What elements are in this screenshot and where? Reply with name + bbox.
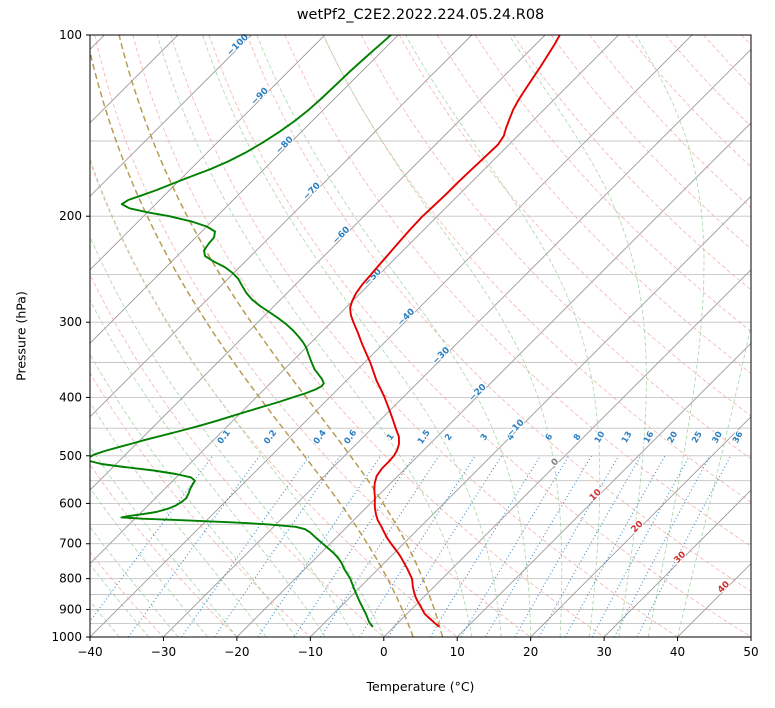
svg-text:600: 600 <box>59 496 82 510</box>
isobar-gridlines <box>90 35 751 637</box>
svg-text:30: 30 <box>711 430 725 445</box>
y-axis-ticks: 100 200 300 400 500 600 700 800 900 1000 <box>51 28 90 644</box>
moist-adiabat-lines <box>90 35 751 637</box>
svg-text:800: 800 <box>59 572 82 586</box>
x-axis-ticks: −40 −30 −20 −10 0 10 20 30 40 50 <box>77 637 759 659</box>
svg-text:0: 0 <box>380 645 388 659</box>
svg-text:−30: −30 <box>151 645 176 659</box>
svg-text:−50: −50 <box>363 267 384 288</box>
svg-text:500: 500 <box>59 449 82 463</box>
svg-text:0.1: 0.1 <box>216 428 233 446</box>
svg-text:300: 300 <box>59 315 82 329</box>
svg-text:13: 13 <box>620 430 635 445</box>
svg-text:0: 0 <box>550 457 562 469</box>
mixing-ratio-labels: 0.1 0.2 0.4 0.6 1 1.5 2 3 4 6 8 10 13 16 20 25 30 36 <box>215 427 747 447</box>
svg-text:−100: −100 <box>225 33 251 59</box>
svg-text:100: 100 <box>59 28 82 42</box>
svg-text:−80: −80 <box>274 135 295 156</box>
svg-text:−40: −40 <box>396 307 417 328</box>
svg-text:900: 900 <box>59 602 82 616</box>
dewpoint-curve <box>90 35 392 628</box>
svg-text:40: 40 <box>716 580 732 596</box>
svg-text:36: 36 <box>731 430 745 445</box>
svg-text:10: 10 <box>593 430 608 445</box>
svg-text:10: 10 <box>588 488 604 504</box>
svg-text:−10: −10 <box>298 645 323 659</box>
svg-text:200: 200 <box>59 209 82 223</box>
svg-text:400: 400 <box>59 390 82 404</box>
svg-text:3: 3 <box>479 432 491 442</box>
svg-text:30: 30 <box>672 550 688 566</box>
dry-adiabat-lines <box>90 35 751 637</box>
chart-title: wetPf2_C2E2.2022.224.05.24.R08 <box>296 7 545 23</box>
svg-text:−30: −30 <box>431 345 452 366</box>
isotherm-lines <box>90 35 751 637</box>
mixing-ratio-lines <box>90 455 732 637</box>
svg-text:2: 2 <box>443 432 455 443</box>
svg-text:50: 50 <box>743 645 758 659</box>
svg-text:−90: −90 <box>250 86 271 107</box>
svg-text:30: 30 <box>596 645 611 659</box>
svg-text:−60: −60 <box>331 225 352 246</box>
svg-text:700: 700 <box>59 537 82 551</box>
x-axis-label: Temperature (°C) <box>366 679 475 694</box>
svg-text:6: 6 <box>544 432 556 442</box>
moist-adiabat-highlight-lines <box>90 35 444 637</box>
svg-text:20: 20 <box>523 645 538 659</box>
svg-text:1000: 1000 <box>51 630 82 644</box>
svg-text:25: 25 <box>690 430 705 445</box>
axis-frame <box>89 34 752 638</box>
svg-text:−40: −40 <box>77 645 102 659</box>
svg-text:8: 8 <box>572 432 584 442</box>
svg-text:0.2: 0.2 <box>262 428 279 446</box>
svg-text:10: 10 <box>450 645 465 659</box>
svg-text:20: 20 <box>666 430 681 445</box>
svg-text:40: 40 <box>670 645 685 659</box>
svg-text:−70: −70 <box>302 181 323 202</box>
svg-text:1: 1 <box>385 432 397 443</box>
svg-text:20: 20 <box>630 519 646 535</box>
svg-text:−20: −20 <box>224 645 249 659</box>
temperature-curve <box>349 35 561 628</box>
